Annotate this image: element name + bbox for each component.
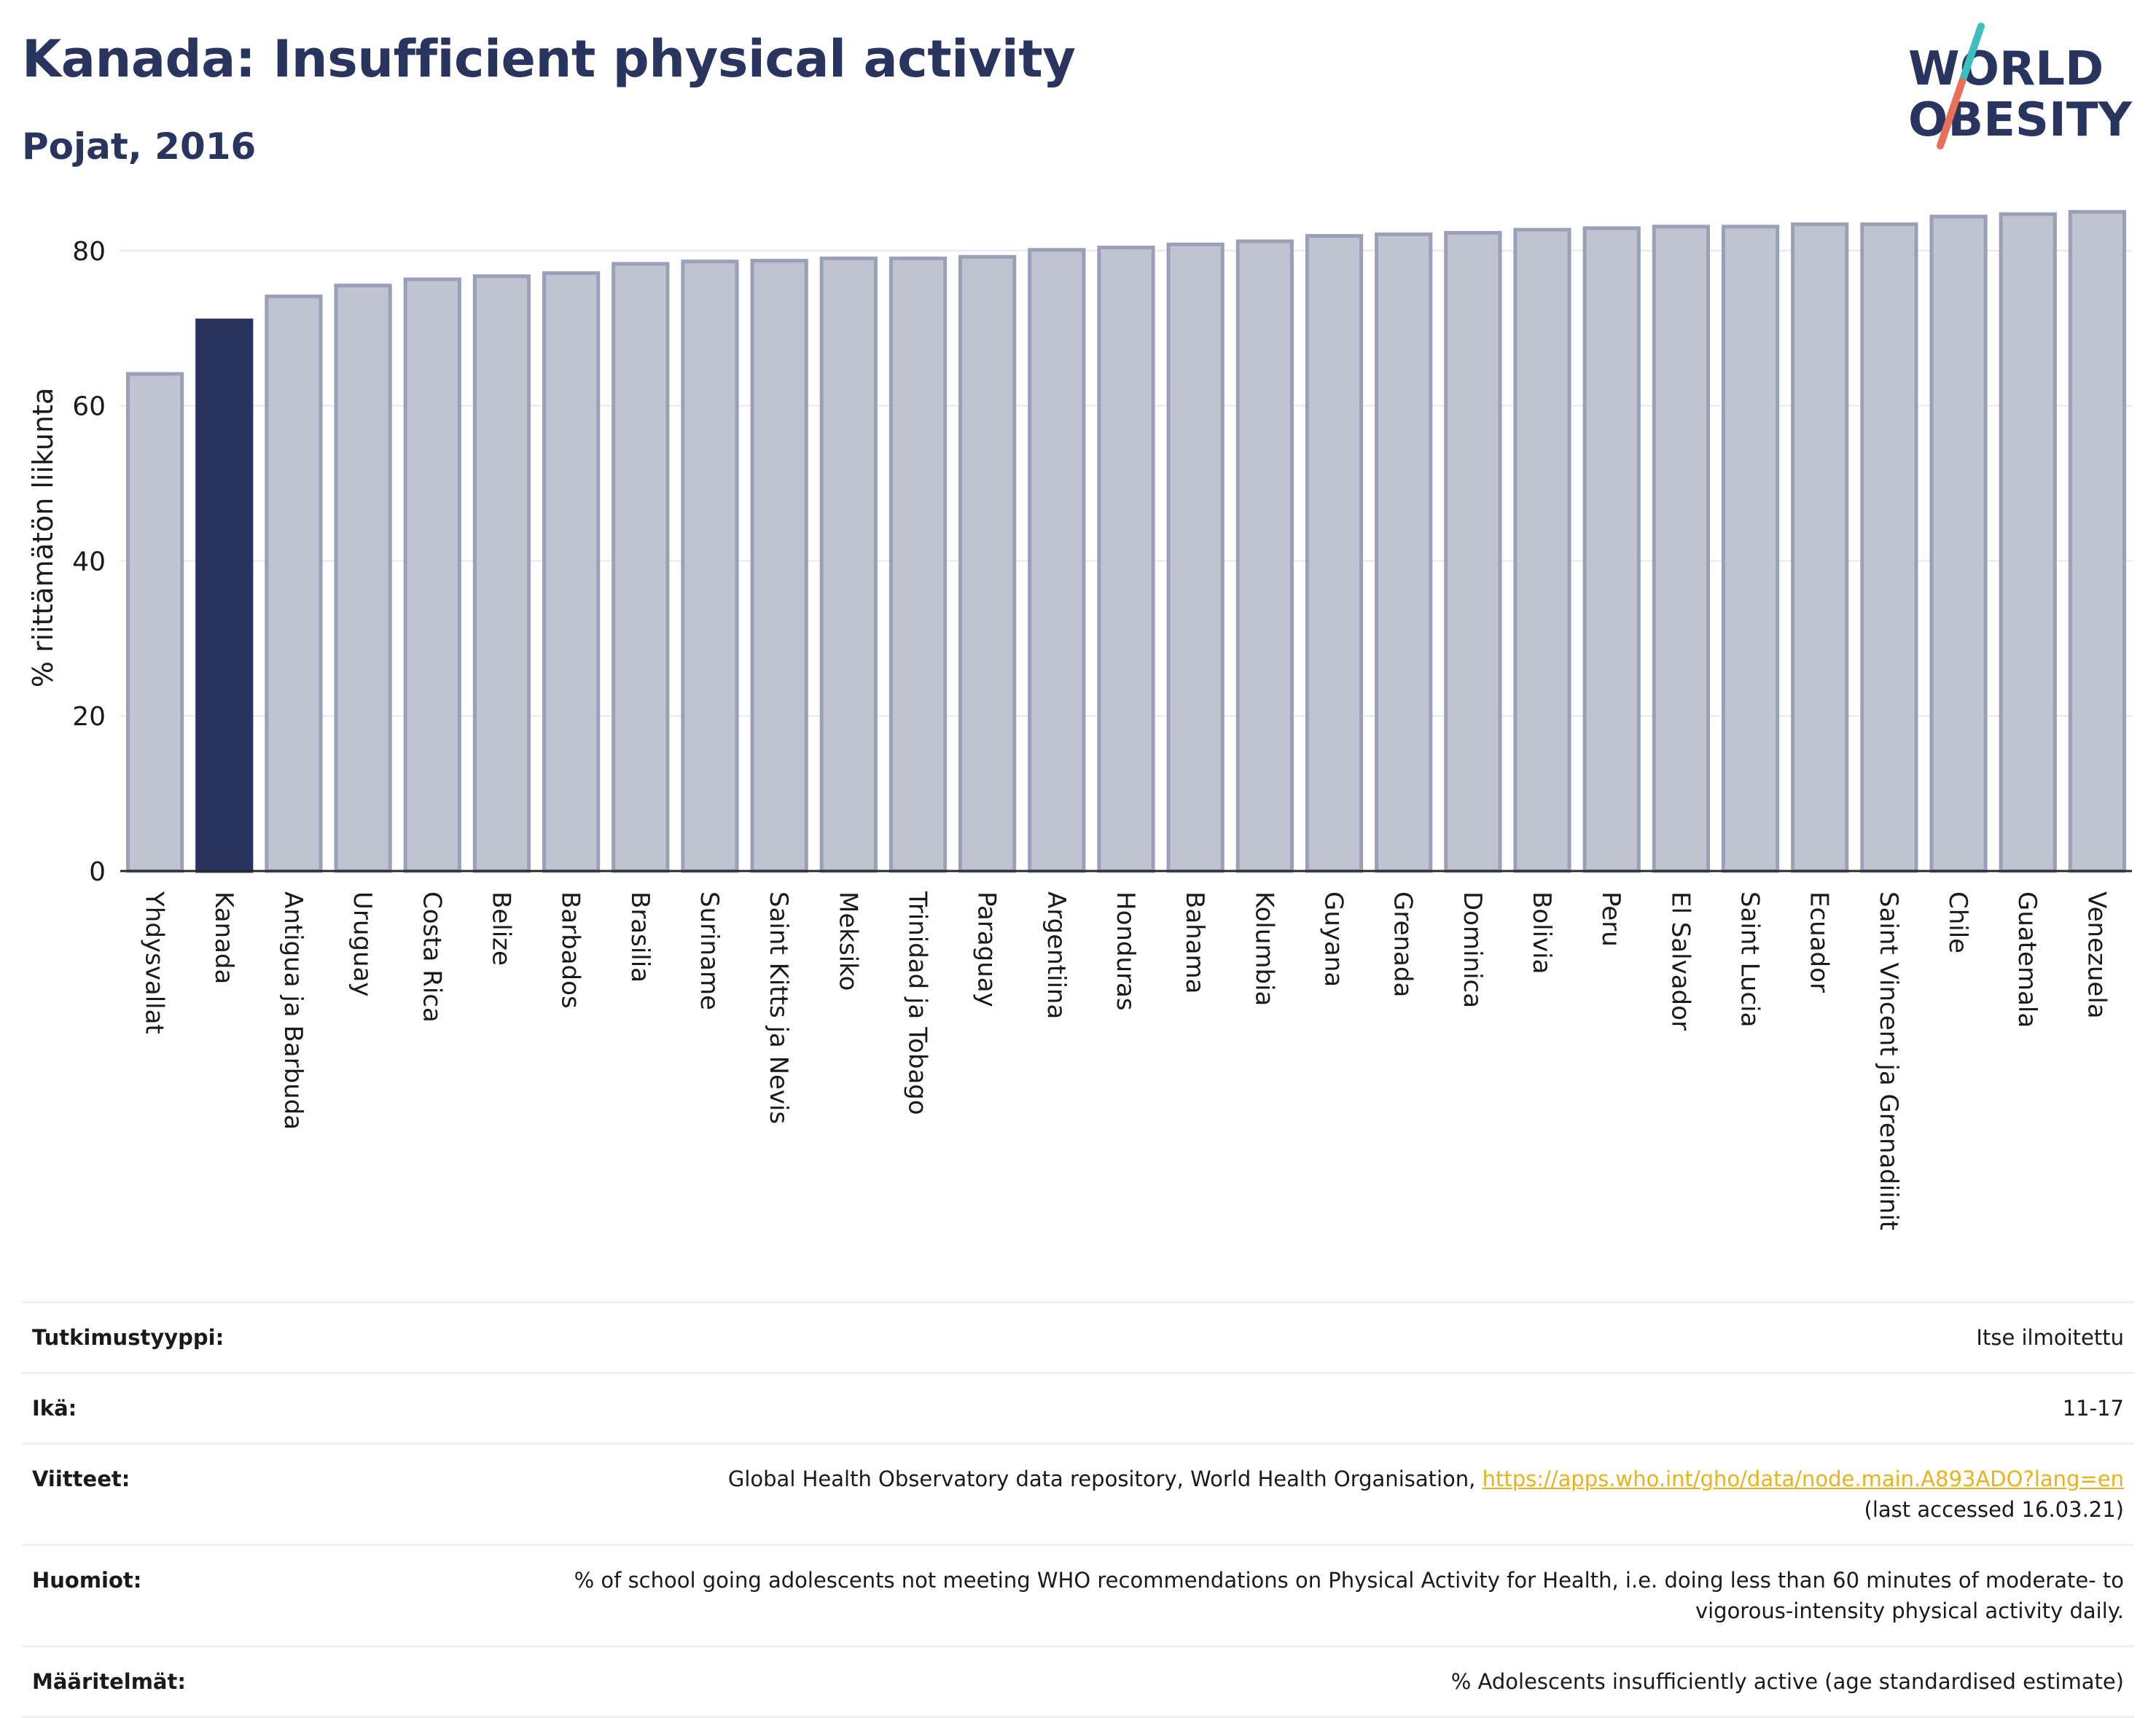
bar-chart: 0 20 40 60 80 Yhdysvallat Kanada Antigua ja Ba… xyxy=(27,210,2132,1230)
bar-kanada xyxy=(195,319,254,873)
y-tick-label: 80 xyxy=(72,237,106,267)
info-label: Määritelmät: xyxy=(22,1645,480,1718)
info-value-text: Global Health Observatory data repositor… xyxy=(727,1467,1483,1491)
logo-slash-teal xyxy=(1958,23,1985,85)
page-subtitle: Pojat, 2016 xyxy=(22,125,257,168)
x-tick-label: Suriname xyxy=(695,891,724,1010)
bar-guatemala xyxy=(1999,212,2057,873)
x-tick-label: Ecuador xyxy=(1805,891,1834,993)
x-tick-label: Guyana xyxy=(1319,891,1348,987)
x-tick-label: Meksiko xyxy=(833,891,862,991)
bar-suriname xyxy=(681,259,739,873)
info-value-text: % Adolescents insufficiently active (age… xyxy=(1450,1669,2124,1694)
x-tick-label: El Salvador xyxy=(1665,891,1695,1031)
bar-kolumbia xyxy=(1235,239,1294,873)
x-tick-label: Saint Lucia xyxy=(1735,891,1765,1027)
info-row: Viitteet: Global Health Observatory data … xyxy=(22,1442,2134,1546)
y-axis-label: % riittämätön liikunta xyxy=(27,388,59,688)
x-tick-label: Antigua ja Barbuda xyxy=(278,891,308,1130)
x-tick-label: Costa Rica xyxy=(417,891,446,1023)
x-tick-label: Saint Kitts ja Nevis xyxy=(764,891,793,1124)
info-value-text: Itse ilmoitettu xyxy=(1976,1325,2124,1350)
bar-saint-lucia xyxy=(1721,224,1780,873)
bar-chile xyxy=(1929,214,1988,873)
info-value-suffix: (last accessed 16.03.21) xyxy=(1864,1497,2124,1522)
bar-paraguay xyxy=(958,254,1017,873)
bar-guyana xyxy=(1305,234,1364,873)
x-tick-label: Belize xyxy=(486,891,515,966)
bar-argentiina xyxy=(1028,248,1086,873)
x-tick-label: Uruguay xyxy=(348,891,377,997)
y-tick-label: 0 xyxy=(89,857,106,887)
logo-line1: WORLD xyxy=(1908,42,2104,96)
bar-honduras xyxy=(1097,246,1155,873)
bar-ecuador xyxy=(1791,222,1849,873)
bar-saint-vincent-ja-grenadiinit xyxy=(1860,222,1918,873)
x-tick-label: Kanada xyxy=(209,891,238,984)
bar-costa-rica xyxy=(403,277,461,873)
info-label: Ikä: xyxy=(22,1372,480,1445)
x-tick-label: Grenada xyxy=(1388,891,1418,997)
bar-venezuela xyxy=(2068,210,2127,873)
bar-brasilia xyxy=(612,262,670,873)
bar-barbados xyxy=(542,271,601,873)
info-value-text: 11-17 xyxy=(2062,1396,2124,1421)
x-tick-label: Saint Vincent ja Grenadiinit xyxy=(1874,891,1903,1230)
x-tick-labels: Yhdysvallat Kanada Antigua ja Barbuda Urugu… xyxy=(140,891,2112,1230)
x-tick-label: Guatemala xyxy=(2012,891,2042,1028)
info-row: Tutkimustyyppi: Itse ilmoitettu xyxy=(22,1301,2134,1374)
page-title: Kanada: Insufficient physical activity xyxy=(22,29,1076,89)
bar-meksiko xyxy=(819,256,878,873)
bar-bahama xyxy=(1166,242,1225,873)
info-value: Global Health Observatory data repositor… xyxy=(480,1442,2134,1546)
info-label: Huomiot: xyxy=(22,1544,480,1647)
x-tick-label: Bolivia xyxy=(1527,891,1556,974)
info-value: 11-17 xyxy=(480,1372,2134,1445)
x-tick-label: Yhdysvallat xyxy=(140,891,169,1034)
info-table: Tutkimustyyppi: Itse ilmoitettu Ikä: 11-17 V… xyxy=(22,1301,2134,1718)
y-tick-labels: 0 20 40 60 80 xyxy=(72,237,106,887)
bar-antigua-ja-barbuda xyxy=(265,294,323,873)
x-tick-label: Dominica xyxy=(1458,891,1487,1008)
bars xyxy=(125,210,2127,873)
y-tick-label: 40 xyxy=(72,547,106,577)
y-tick-label: 60 xyxy=(72,392,106,422)
x-tick-label: Brasilia xyxy=(625,891,655,983)
bar-dominica xyxy=(1444,230,1502,873)
info-value: % of school going adolescents not meetin… xyxy=(480,1544,2134,1647)
x-tick-label: Argentiina xyxy=(1042,891,1071,1019)
bar-trinidad-ja-tobago xyxy=(888,256,948,873)
x-tick-label: Paraguay xyxy=(972,891,1001,1007)
x-tick-label: Trinidad ja Tobago xyxy=(902,891,931,1115)
x-tick-label: Chile xyxy=(1943,891,1972,953)
bar-el-salvador xyxy=(1652,224,1710,873)
info-value: Itse ilmoitettu xyxy=(480,1301,2134,1374)
x-tick-label: Bahama xyxy=(1180,891,1209,994)
bar-bolivia xyxy=(1513,227,1571,873)
world-obesity-logo: WORLD OBESITY xyxy=(1908,23,2132,149)
bar-belize xyxy=(472,274,531,873)
logo-slash-coral xyxy=(1937,78,1966,149)
bar-grenada xyxy=(1375,232,1433,873)
x-tick-label: Venezuela xyxy=(2082,891,2111,1019)
bar-uruguay xyxy=(334,284,392,873)
bar-peru xyxy=(1582,226,1641,873)
info-value-text: % of school going adolescents not meetin… xyxy=(574,1568,2124,1623)
x-tick-label: Honduras xyxy=(1111,891,1140,1011)
reference-link[interactable]: https://apps.who.int/gho/data/node.main.… xyxy=(1482,1467,2124,1491)
bar-yhdysvallat xyxy=(125,372,184,873)
y-tick-label: 20 xyxy=(72,702,106,732)
info-value: % Adolescents insufficiently active (age… xyxy=(480,1645,2134,1718)
x-tick-label: Kolumbia xyxy=(1249,891,1278,1006)
bar-saint-kitts-ja-nevis xyxy=(750,259,808,873)
info-label: Tutkimustyyppi: xyxy=(22,1301,480,1374)
x-tick-label: Peru xyxy=(1596,891,1625,947)
info-row: Määritelmät: % Adolescents insufficiently… xyxy=(22,1645,2134,1718)
info-row: Ikä: 11-17 xyxy=(22,1372,2134,1445)
info-label: Viitteet: xyxy=(22,1442,480,1546)
x-tick-label: Barbados xyxy=(556,891,585,1009)
info-row: Huomiot: % of school going adolescents no… xyxy=(22,1544,2134,1647)
